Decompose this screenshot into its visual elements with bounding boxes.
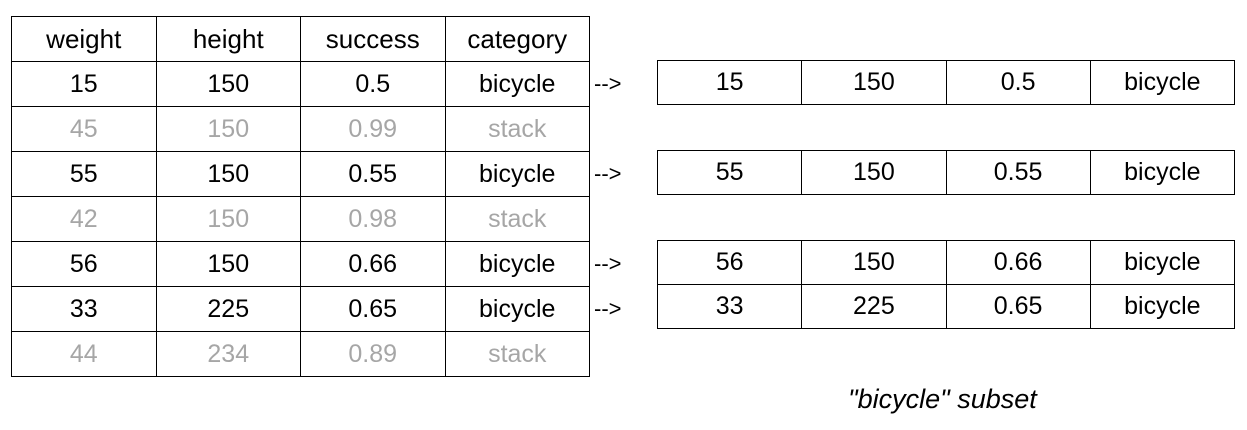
source-table: weight height success category 15 150 0.… [11,16,590,377]
cell-category: bicycle [444,241,590,287]
cell-success: 0.99 [300,106,446,152]
cell-weight: 42 [11,196,157,242]
arrow-row-1: --> [594,71,622,96]
cell-success: 0.66 [945,240,1091,285]
header-success: success [300,16,446,62]
cell-success: 0.5 [945,60,1091,105]
cell-category: bicycle [1089,284,1236,329]
cell-weight: 44 [11,331,157,377]
cell-weight: 55 [656,150,803,195]
cell-weight: 33 [656,284,803,329]
cell-height: 150 [155,61,301,107]
table-row: 42 150 0.98 stack [11,196,590,242]
cell-weight: 56 [656,240,803,285]
cell-category: stack [444,331,590,377]
cell-success: 0.55 [945,150,1091,195]
cell-height: 150 [801,240,947,285]
cell-weight: 15 [11,61,157,107]
cell-success: 0.66 [300,241,446,287]
cell-weight: 56 [11,241,157,287]
table-row: 33 225 0.65 bicycle [656,284,1236,329]
cell-height: 234 [155,331,301,377]
cell-category: stack [444,106,590,152]
cell-success: 0.55 [300,151,446,197]
cell-category: bicycle [444,151,590,197]
cell-height: 225 [801,284,947,329]
cell-height: 150 [155,106,301,152]
cell-height: 150 [155,151,301,197]
table-row: 15 150 0.5 bicycle [656,60,1236,105]
cell-weight: 33 [11,286,157,332]
subset-table-1: 15 150 0.5 bicycle [656,60,1236,105]
header-category: category [444,16,590,62]
cell-category: stack [444,196,590,242]
cell-category: bicycle [444,61,590,107]
table-row: 55 150 0.55 bicycle [11,151,590,197]
table-row: 33 225 0.65 bicycle [11,286,590,332]
header-weight: weight [11,16,157,62]
subset-label: "bicycle" subset [848,384,1037,414]
arrow-row-6: --> [594,296,622,321]
cell-weight: 55 [11,151,157,197]
table-row: 15 150 0.5 bicycle [11,61,590,107]
table-row: 45 150 0.99 stack [11,106,590,152]
cell-category: bicycle [444,286,590,332]
cell-weight: 45 [11,106,157,152]
cell-success: 0.65 [945,284,1091,329]
cell-category: bicycle [1089,60,1236,105]
header-height: height [155,16,301,62]
subset-table-3: 56 150 0.66 bicycle 33 225 0.65 bicycle [656,240,1236,329]
cell-height: 225 [155,286,301,332]
cell-category: bicycle [1089,150,1236,195]
table-row: 55 150 0.55 bicycle [656,150,1236,195]
cell-height: 150 [155,241,301,287]
cell-height: 150 [155,196,301,242]
arrow-row-3: --> [594,161,622,186]
cell-success: 0.98 [300,196,446,242]
table-row: 56 150 0.66 bicycle [656,240,1236,285]
table-row: 44 234 0.89 stack [11,331,590,377]
table-row: 56 150 0.66 bicycle [11,241,590,287]
cell-height: 150 [801,60,947,105]
cell-success: 0.5 [300,61,446,107]
cell-height: 150 [801,150,947,195]
cell-weight: 15 [656,60,803,105]
cell-success: 0.89 [300,331,446,377]
subset-table-2: 55 150 0.55 bicycle [656,150,1236,195]
arrow-row-5: --> [594,251,622,276]
header-row: weight height success category [11,16,590,62]
cell-success: 0.65 [300,286,446,332]
cell-category: bicycle [1089,240,1236,285]
